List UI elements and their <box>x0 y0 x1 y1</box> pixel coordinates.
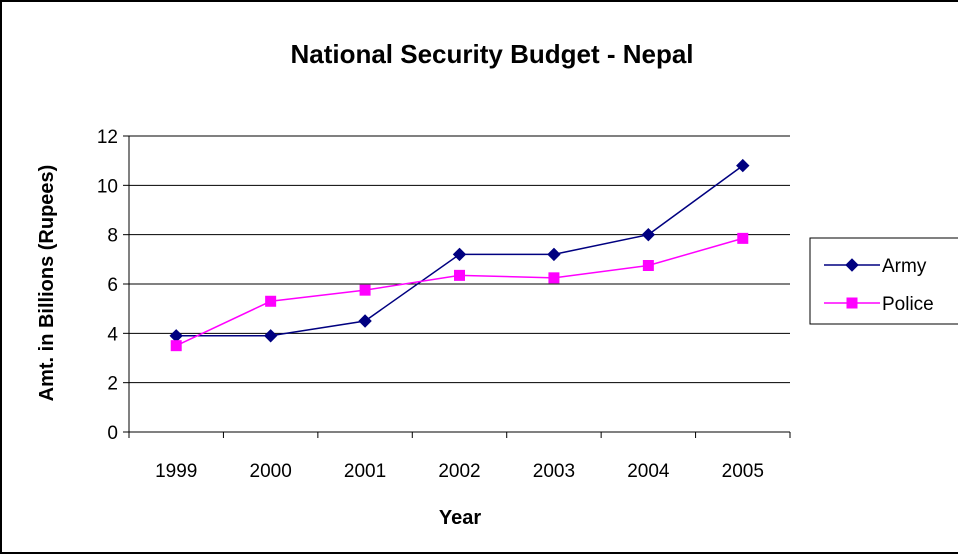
legend: Army Police <box>809 237 958 325</box>
x-tick-label: 2005 <box>722 461 764 482</box>
x-tick-label: 2003 <box>533 461 575 482</box>
legend-marker-army <box>845 258 859 272</box>
x-tick-label: 1999 <box>155 461 197 482</box>
y-tick-label: 2 <box>107 374 118 395</box>
x-tick-label: 2000 <box>250 461 292 482</box>
legend-box <box>809 237 958 325</box>
data-point-police <box>737 232 749 244</box>
data-point-police <box>265 295 277 307</box>
data-point-army <box>641 227 656 242</box>
x-tick-label: 2001 <box>344 461 386 482</box>
data-point-army <box>452 247 467 262</box>
chart-title: National Security Budget - Nepal <box>290 39 693 69</box>
data-point-army <box>736 158 750 173</box>
y-tick-label: 8 <box>107 226 118 247</box>
data-point-police <box>454 269 465 281</box>
y-tick-label: 10 <box>97 176 118 197</box>
y-tick-label: 6 <box>107 275 118 296</box>
legend-label-army: Army <box>882 256 927 277</box>
x-axis-label: Year <box>439 507 481 529</box>
data-point-police <box>170 340 182 352</box>
data-point-army <box>358 314 372 328</box>
y-axis-label: Amt. in Billions (Rupees) <box>36 165 58 402</box>
y-tick-label: 4 <box>107 324 118 345</box>
data-point-police <box>359 284 371 296</box>
y-tick-label: 0 <box>107 423 118 444</box>
data-point-police <box>642 260 654 271</box>
data-point-police <box>548 272 560 284</box>
legend-marker-police <box>846 297 858 309</box>
plot-area: 0 2 4 6 8 10 12 1999 2000 2001 2002 2003 2004 2005 <box>97 127 791 482</box>
x-tick-label: 2004 <box>627 461 670 482</box>
data-point-army <box>263 329 278 343</box>
data-point-army <box>547 247 561 262</box>
y-tick-label: 12 <box>97 127 118 148</box>
x-tick-label: 2002 <box>438 461 480 482</box>
legend-label-police: Police <box>882 294 934 315</box>
